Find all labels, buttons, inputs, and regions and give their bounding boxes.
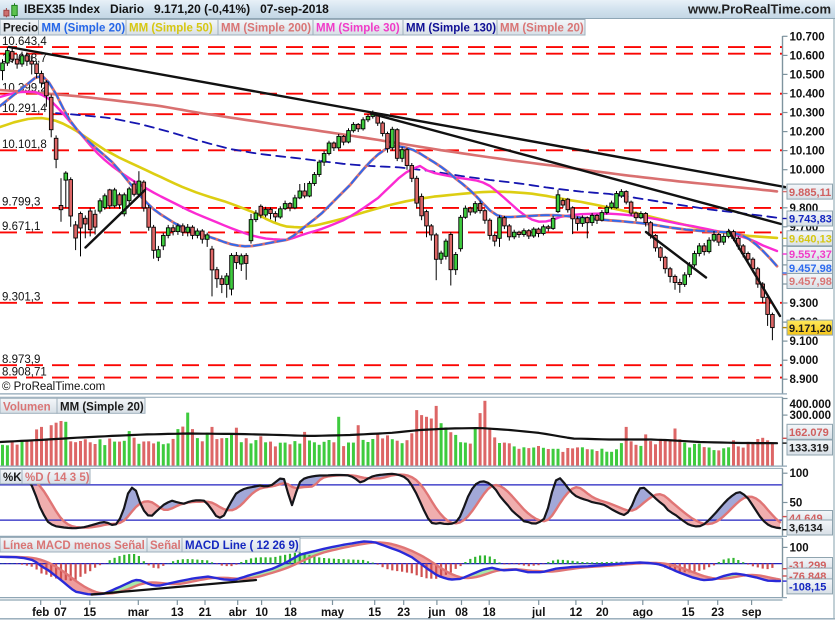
svg-text:ago: ago: [633, 607, 653, 619]
svg-text:10.100: 10.100: [790, 146, 825, 158]
svg-text:feb: feb: [32, 607, 49, 619]
svg-text:%D ( 14 3 5): %D ( 14 3 5): [25, 472, 90, 484]
svg-text:162.079: 162.079: [789, 427, 829, 439]
svg-text:9.301,3: 9.301,3: [2, 292, 40, 304]
svg-text:jul: jul: [531, 607, 545, 619]
svg-text:23: 23: [397, 607, 410, 619]
svg-text:may: may: [321, 607, 345, 619]
svg-text:10.291,4: 10.291,4: [2, 103, 47, 115]
svg-text:133.319: 133.319: [789, 443, 829, 455]
svg-text:8.973,9: 8.973,9: [2, 354, 40, 366]
svg-text:9.799,3: 9.799,3: [2, 197, 40, 209]
svg-text:8.908,71: 8.908,71: [2, 366, 47, 378]
svg-text:10.300: 10.300: [790, 108, 825, 120]
svg-text:%K: %K: [3, 472, 22, 484]
svg-text:Línea MACD menos Señal: Línea MACD menos Señal: [3, 540, 145, 552]
svg-text:9.743,83: 9.743,83: [789, 214, 832, 226]
svg-text:9.640,13: 9.640,13: [789, 234, 832, 246]
svg-text:jun: jun: [427, 607, 445, 619]
svg-text:9.171,20: 9.171,20: [789, 323, 832, 335]
svg-text:MM (Simple 200): MM (Simple 200): [221, 23, 311, 35]
svg-text:MM (Simple 50): MM (Simple 50): [129, 23, 213, 35]
svg-text:10: 10: [255, 607, 268, 619]
svg-text:15: 15: [682, 607, 695, 619]
svg-text:MACD Line ( 12 26 9): MACD Line ( 12 26 9): [185, 540, 299, 552]
svg-text:9.457,98: 9.457,98: [789, 276, 832, 288]
svg-text:20: 20: [596, 607, 609, 619]
svg-text:MM (Simple 20): MM (Simple 20): [60, 401, 144, 413]
svg-text:MM (Simple 130): MM (Simple 130): [406, 23, 496, 35]
svg-text:9.300: 9.300: [790, 298, 819, 310]
svg-text:18: 18: [284, 607, 297, 619]
svg-text:MM (Simple 20): MM (Simple 20): [500, 23, 584, 35]
svg-text:10.500: 10.500: [790, 69, 825, 81]
svg-text:21: 21: [199, 607, 212, 619]
svg-text:10.200: 10.200: [790, 127, 825, 139]
svg-text:MM (Simple 30): MM (Simple 30): [316, 23, 400, 35]
svg-text:10.700: 10.700: [790, 31, 825, 43]
svg-text:9.557,37: 9.557,37: [789, 249, 832, 261]
svg-text:3,6134: 3,6134: [789, 523, 824, 535]
svg-text:12: 12: [570, 607, 583, 619]
svg-text:sep: sep: [742, 607, 762, 619]
svg-text:IBEX35 Index Diario 9.171,: IBEX35 Index Diario 9.171,20 (-0,41%) 07…: [24, 2, 329, 16]
svg-text:Precio: Precio: [3, 23, 38, 35]
svg-text:10.600: 10.600: [790, 50, 825, 62]
svg-text:10.101,8: 10.101,8: [2, 139, 47, 151]
svg-text:23: 23: [711, 607, 724, 619]
svg-text:10.000: 10.000: [790, 165, 825, 177]
svg-text:9.885,11: 9.885,11: [789, 187, 831, 199]
svg-text:9.671,1: 9.671,1: [2, 221, 40, 233]
svg-text:8.900: 8.900: [790, 374, 819, 386]
svg-text:100: 100: [790, 468, 809, 480]
svg-text:abr: abr: [229, 607, 247, 619]
svg-text:10.400: 10.400: [790, 89, 825, 101]
svg-text:9.000: 9.000: [790, 355, 819, 367]
svg-text:www.ProRealTime.com: www.ProRealTime.com: [687, 2, 831, 17]
svg-text:08: 08: [455, 607, 468, 619]
svg-text:18: 18: [483, 607, 496, 619]
svg-text:15: 15: [83, 607, 96, 619]
svg-text:Señal: Señal: [150, 540, 181, 552]
svg-text:MM (Simple 20): MM (Simple 20): [42, 23, 126, 35]
svg-text:-108,15: -108,15: [789, 582, 826, 594]
svg-text:50: 50: [790, 498, 803, 510]
svg-text:300.000: 300.000: [790, 410, 832, 422]
svg-text:13: 13: [171, 607, 184, 619]
svg-text:07: 07: [54, 607, 67, 619]
svg-text:15: 15: [368, 607, 381, 619]
svg-text:Volumen: Volumen: [3, 401, 51, 413]
svg-text:© ProRealTime.com: © ProRealTime.com: [2, 381, 105, 393]
svg-text:9.100: 9.100: [790, 336, 819, 348]
svg-text:100: 100: [790, 542, 809, 554]
svg-text:mar: mar: [128, 607, 150, 619]
